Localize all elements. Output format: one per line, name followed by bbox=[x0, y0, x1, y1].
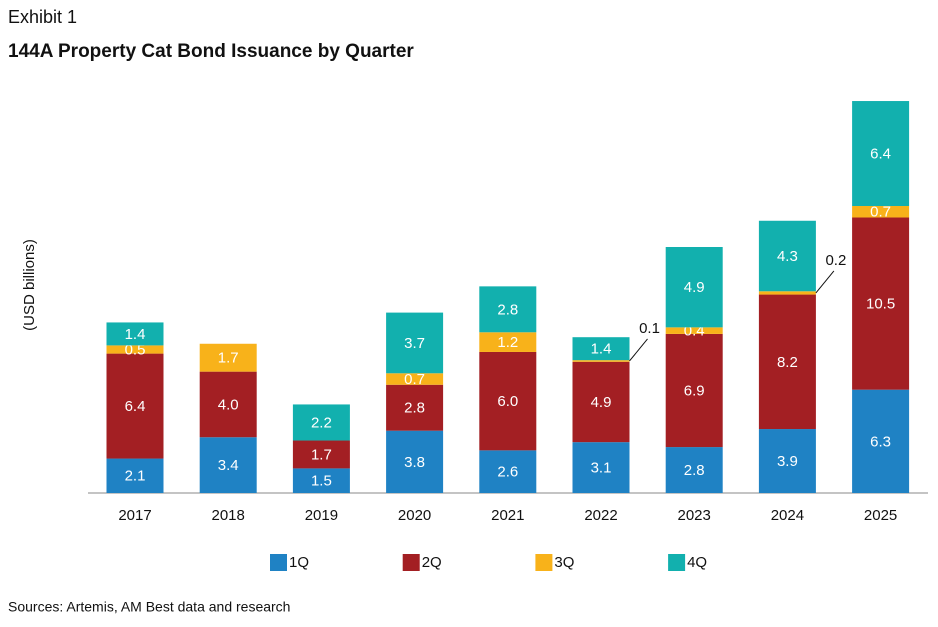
value-label: 1.7 bbox=[218, 350, 239, 367]
bar-segment bbox=[852, 217, 910, 390]
bar-segment bbox=[852, 206, 910, 218]
value-label: 6.4 bbox=[125, 398, 146, 415]
bar-segment bbox=[292, 468, 350, 493]
bar-segment bbox=[106, 353, 164, 459]
bar-segment bbox=[106, 345, 164, 354]
legend-label: 2Q bbox=[422, 554, 442, 571]
chart-title: 144A Property Cat Bond Issuance by Quart… bbox=[8, 41, 414, 62]
value-label: 2.8 bbox=[497, 301, 518, 318]
value-label: 4.9 bbox=[591, 394, 612, 411]
value-label: 1.4 bbox=[125, 326, 146, 343]
bar-segment bbox=[665, 447, 723, 493]
bar-segment bbox=[665, 247, 723, 328]
value-label: 3.4 bbox=[218, 457, 239, 474]
legend-label: 4Q bbox=[687, 554, 707, 571]
value-label: 1.5 bbox=[311, 473, 332, 490]
bar-segment bbox=[572, 361, 630, 443]
bar-segment bbox=[386, 384, 444, 431]
x-tick-label: 2024 bbox=[771, 507, 804, 524]
value-label: 3.7 bbox=[404, 335, 425, 352]
value-label: 3.1 bbox=[591, 460, 612, 477]
source-note: Sources: Artemis, AM Best data and resea… bbox=[8, 599, 290, 615]
value-label: 0.2 bbox=[825, 252, 846, 269]
y-axis-label: (USD billions) bbox=[21, 239, 38, 331]
bar-segment bbox=[106, 458, 164, 493]
value-label: 2.8 bbox=[404, 400, 425, 417]
x-tick-label: 2025 bbox=[864, 507, 897, 524]
legend-swatch bbox=[535, 554, 553, 571]
legend-label: 1Q bbox=[289, 554, 309, 571]
bar-segment bbox=[479, 351, 537, 451]
bar-segment bbox=[386, 312, 444, 374]
bar-segment bbox=[852, 389, 910, 493]
legend-label: 3Q bbox=[554, 554, 574, 571]
value-label: 4.0 bbox=[218, 396, 239, 413]
bar-segment bbox=[665, 327, 723, 334]
value-label: 2.2 bbox=[311, 414, 332, 431]
value-label: 3.8 bbox=[404, 454, 425, 471]
value-label: 6.9 bbox=[684, 382, 705, 399]
x-tick-label: 2018 bbox=[212, 507, 245, 524]
bar-segment bbox=[479, 286, 537, 333]
x-tick-label: 2017 bbox=[118, 507, 151, 524]
bar-segment bbox=[665, 333, 723, 448]
bar-segment bbox=[106, 322, 164, 346]
leader-line bbox=[815, 270, 835, 294]
bar-segment bbox=[292, 404, 350, 441]
bar-segment bbox=[386, 373, 444, 385]
bar-segment bbox=[479, 332, 537, 352]
x-tick-label: 2021 bbox=[491, 507, 524, 524]
value-label: 2.6 bbox=[497, 464, 518, 481]
legend-swatch bbox=[668, 554, 686, 571]
value-label: 0.5 bbox=[125, 341, 146, 358]
legend-swatch bbox=[270, 554, 287, 571]
bar-segment bbox=[479, 450, 537, 493]
bar-segment bbox=[758, 291, 816, 295]
value-label: 0.7 bbox=[404, 371, 425, 388]
bar-segment bbox=[852, 101, 910, 206]
value-label: 1.2 bbox=[497, 334, 518, 351]
value-label: 6.0 bbox=[497, 393, 518, 410]
leader-line bbox=[629, 338, 648, 362]
bar-segment bbox=[758, 429, 816, 493]
x-tick-label: 2020 bbox=[398, 507, 431, 524]
bar-segment bbox=[758, 294, 816, 430]
bar-segment bbox=[572, 360, 630, 362]
value-label: 2.8 bbox=[684, 462, 705, 479]
bar-segment bbox=[199, 437, 257, 493]
bar-segment bbox=[572, 337, 630, 361]
value-label: 1.4 bbox=[591, 341, 612, 358]
value-label: 4.3 bbox=[777, 248, 798, 265]
exhibit-label: Exhibit 1 bbox=[8, 7, 77, 27]
x-tick-label: 2022 bbox=[584, 507, 617, 524]
bar-segment bbox=[199, 371, 257, 438]
legend-swatch bbox=[402, 554, 420, 571]
x-tick-label: 2023 bbox=[678, 507, 711, 524]
value-label: 6.4 bbox=[870, 145, 891, 162]
value-label: 3.9 bbox=[777, 453, 798, 470]
bar-segment bbox=[386, 430, 444, 493]
bar-segment bbox=[758, 220, 816, 292]
value-label: 10.5 bbox=[866, 296, 895, 313]
value-label: 2.1 bbox=[125, 468, 146, 485]
value-label: 4.9 bbox=[684, 279, 705, 296]
value-label: 8.2 bbox=[777, 354, 798, 371]
bar-segment bbox=[572, 442, 630, 493]
value-label: 1.7 bbox=[311, 446, 332, 463]
bar-segment bbox=[199, 343, 257, 372]
x-tick-label: 2019 bbox=[305, 507, 338, 524]
value-label: 0.7 bbox=[870, 204, 891, 221]
bar-segment bbox=[292, 440, 350, 469]
value-label: 0.1 bbox=[639, 320, 660, 337]
value-label: 6.3 bbox=[870, 433, 891, 450]
